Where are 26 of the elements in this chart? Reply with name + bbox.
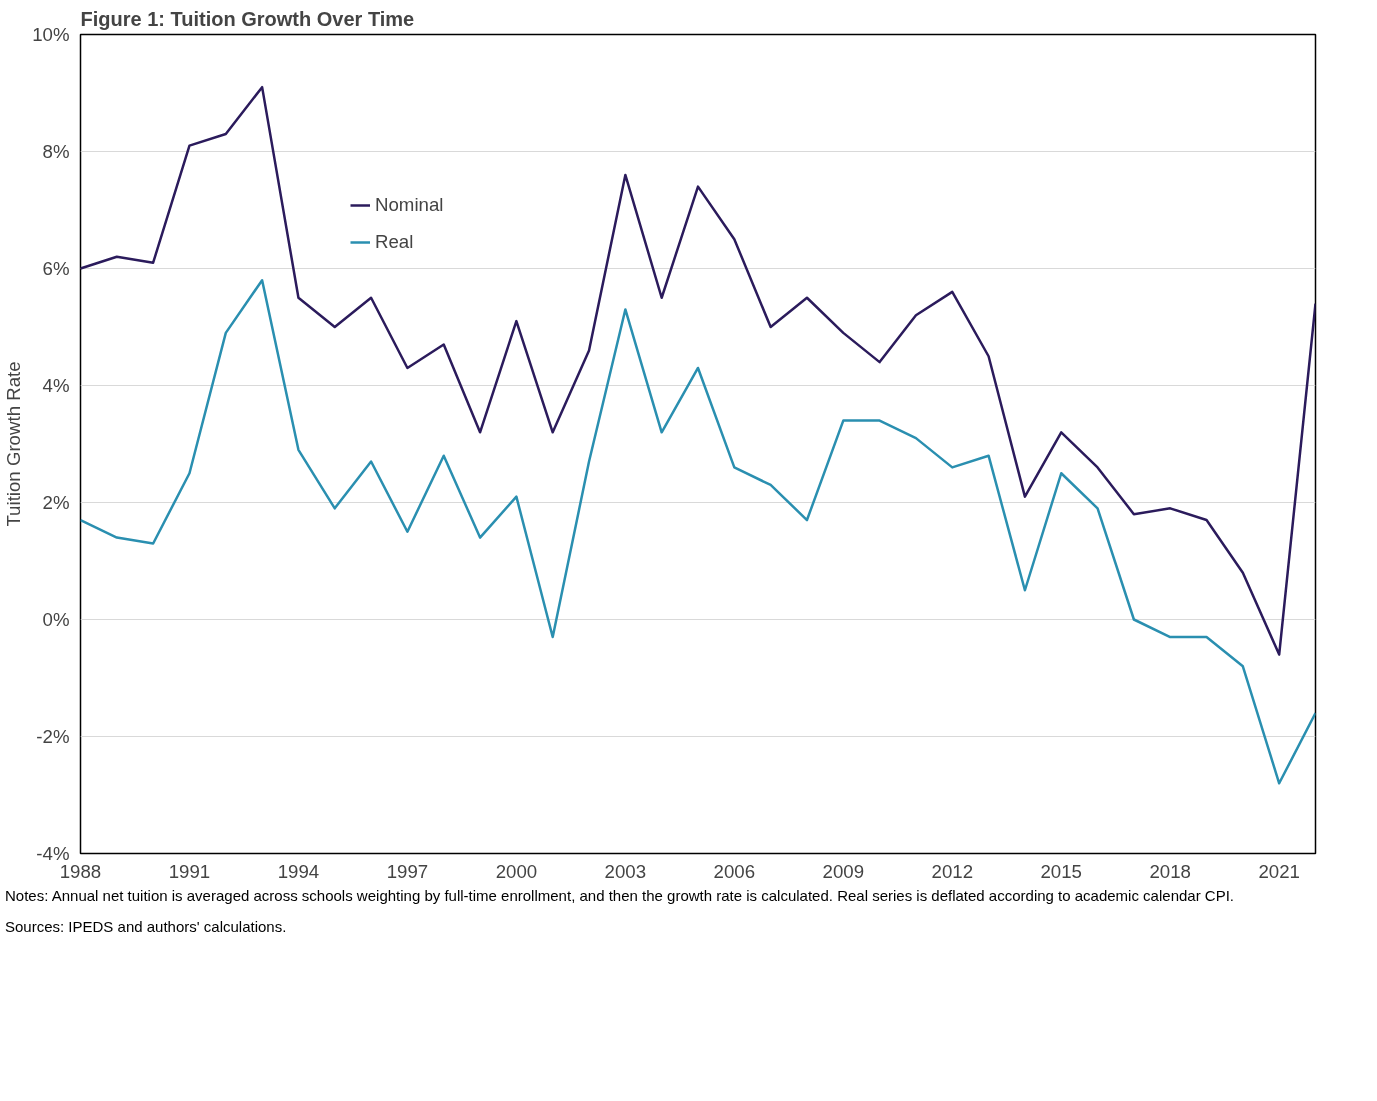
y-tick-label: 8% [42, 141, 70, 162]
legend-label: Real [375, 231, 414, 253]
text: Notes: Annual net tuition is averaged across schools weighting by full-time enrollment, and then the growth rate is calculated. Real series is deflated according to academic calendar CPI. [5, 886, 1234, 906]
chart-title: Figure 1: Tuition Growth Over Time [80, 7, 415, 30]
y-tick-label: 10% [32, 24, 70, 45]
y-tick-label: 6% [42, 258, 70, 279]
x-tick-label: 2000 [495, 860, 538, 882]
x-tick-label: 2006 [713, 860, 756, 882]
x-tick-label: 2015 [1040, 860, 1082, 882]
x-tick-label: 2012 [931, 860, 974, 882]
x-tick-label: 2009 [822, 860, 865, 882]
x-tick-label: 2018 [1149, 860, 1191, 882]
x-tick-label: 2021 [1258, 860, 1300, 882]
source-note: Sources: IPEDS and authors' calculations. [5, 917, 287, 938]
line-series [80, 278, 1316, 785]
y-axis-title: Tuition Growth Rate [3, 361, 25, 527]
y-tick-label: -2% [36, 726, 70, 747]
y-tick-label: 0% [42, 609, 70, 630]
x-tick-label: 1997 [386, 860, 429, 882]
legend-label: Nominal [375, 194, 444, 216]
line-series [80, 85, 1316, 656]
x-tick-label: 2003 [604, 860, 647, 882]
y-tick-label: 2% [42, 492, 70, 513]
y-tick-label: 4% [42, 375, 70, 396]
x-tick-label: 1991 [168, 860, 211, 882]
x-tick-label: 1994 [277, 860, 320, 882]
